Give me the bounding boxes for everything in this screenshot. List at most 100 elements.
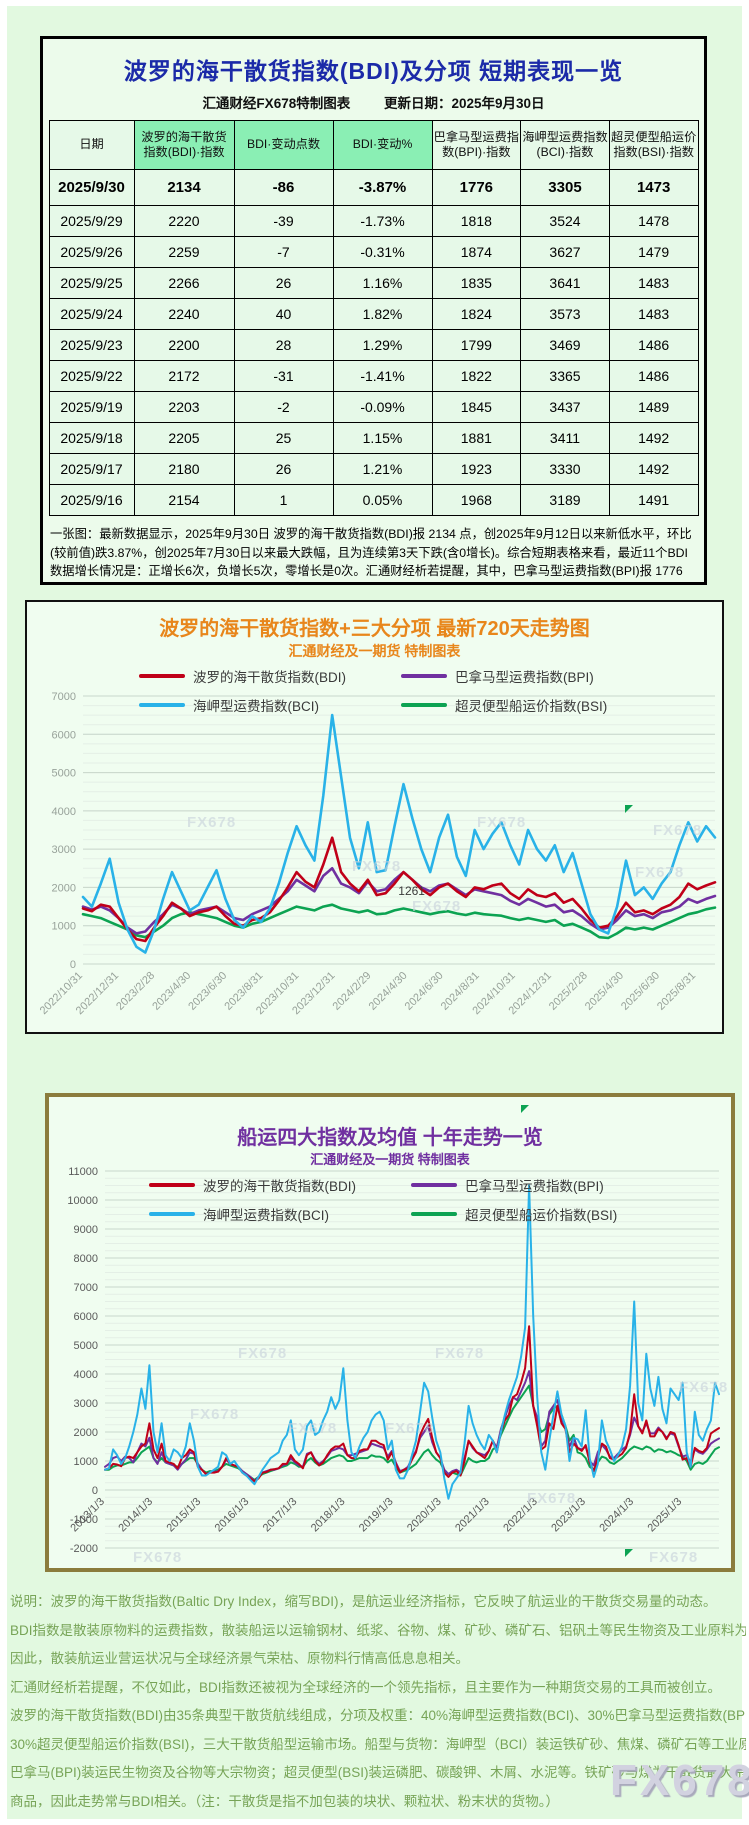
svg-text:4000: 4000: [52, 806, 76, 818]
table-cell: -7: [233, 236, 334, 268]
table-cell: -31: [233, 360, 334, 392]
update-date: 更新日期：2025年9月30日: [383, 96, 545, 111]
svg-text:2015/1/3: 2015/1/3: [165, 1496, 204, 1535]
table-cell: 1824: [431, 298, 522, 330]
svg-text:10000: 10000: [67, 1195, 98, 1207]
table-cell: 1: [233, 484, 334, 516]
table-cell: 2205: [133, 422, 235, 454]
column-header: 波罗的海干散货指数(BDI)·指数: [133, 120, 235, 170]
summary-paragraph: 一张图：最新数据显示，2025年9月30日 波罗的海干散货指数(BDI)报 21…: [50, 527, 692, 579]
fx678-brand-watermark: FX678: [610, 1756, 749, 1805]
legend-label-bsi: 超灵便型船运价指数(BSI): [465, 1208, 618, 1223]
table-cell: 28: [233, 329, 334, 361]
table-row: 2025/9/16 2154 1 0.05% 1968 3189 1491: [48, 484, 699, 516]
legend-label-bsi: 超灵便型船运价指数(BSI): [455, 699, 608, 714]
svg-text:2016/1/3: 2016/1/3: [213, 1496, 252, 1535]
table-cell: 3573: [520, 298, 610, 330]
svg-text:-2000: -2000: [70, 1543, 98, 1555]
bci-line-swatch: [139, 703, 185, 707]
table-cell: 1874: [431, 236, 522, 268]
table-cell: 2025/9/22: [48, 360, 135, 392]
bdi-short-term-panel: 波罗的海干散货指数(BDI)及分项 短期表现一览 汇通财经FX678特制图表 更…: [40, 36, 707, 585]
column-header: 日期: [48, 120, 135, 170]
table-cell: 3641: [520, 267, 610, 299]
table-row: 2025/9/22 2172 -31 -1.41% 1822 3365 1486: [48, 360, 699, 392]
bdi-line-swatch: [139, 674, 185, 678]
svg-text:1000: 1000: [52, 921, 76, 933]
table-cell: 1.16%: [332, 267, 433, 299]
table-cell: -1.73%: [332, 205, 433, 237]
column-header: 超灵便型船运价指数(BSI)·指数: [608, 120, 699, 170]
table-row: 2025/9/17 2180 26 1.21% 1923 3330 1492: [48, 453, 699, 485]
table-row: 2025/9/18 2205 25 1.15% 1881 3411 1492: [48, 422, 699, 454]
footer-notes: 说明：波罗的海干散货指数(Baltic Dry Index，缩写BDI)，是航运…: [10, 1588, 746, 1816]
table-cell: -2: [233, 391, 334, 423]
svg-text:2000: 2000: [52, 882, 76, 894]
legend-label-bpi: 巴拿马型运费指数(BPI): [465, 1179, 604, 1194]
panel-title: 波罗的海干散货指数(BDI)及分项 短期表现一览: [123, 58, 624, 84]
table-cell: 2259: [133, 236, 235, 268]
svg-text:6000: 6000: [74, 1311, 98, 1323]
table-cell: 1479: [608, 236, 699, 268]
bpi-line-swatch: [401, 674, 447, 678]
legend-item-bsi: 超灵便型船运价指数(BSI): [401, 695, 607, 715]
table-row: 2025/9/30 2134 -86 -3.87% 1776 3305 1473: [48, 169, 699, 206]
svg-text:5000: 5000: [74, 1340, 98, 1352]
svg-text:2024/2/29: 2024/2/29: [331, 970, 374, 1013]
legend-item-bdi: 波罗的海干散货指数(BDI): [139, 666, 401, 686]
table-header-row: 日期 波罗的海干散货指数(BDI)·指数 BDI·变动点数 BDI·变动% 巴拿马型运费…: [48, 120, 699, 170]
footer-line: 汇通财经析若提醒，不仅如此，BDI指数还被视为全球经济的一个领先指标，且主要作为…: [10, 1679, 722, 1695]
chart-legend: 波罗的海干散货指数(BDI) 巴拿马型运费指数(BPI) 海岬型运费指数(BCI…: [139, 666, 607, 715]
chart-canvas: -2000 -1000 0 1000 2000 3000 4000 5000 6000 7000 8…: [67, 1166, 720, 1555]
table-row: 2025/9/19 2203 -2 -0.09% 1845 3437 1489: [48, 391, 699, 423]
table-row: 2025/9/29 2220 -39 -1.73% 1818 3524 1478: [48, 205, 699, 237]
bsi-line-swatch: [401, 703, 447, 707]
legend-item-bci: 海岬型运费指数(BCI): [139, 695, 401, 715]
table-cell: 1923: [431, 453, 522, 485]
svg-text:3000: 3000: [52, 844, 76, 856]
legend-item-bpi: 巴拿马型运费指数(BPI): [401, 666, 607, 686]
table-cell: 1881: [431, 422, 522, 454]
svg-text:2021/1/3: 2021/1/3: [453, 1496, 492, 1535]
legend-item-bci: 海岬型运费指数(BCI): [149, 1204, 411, 1224]
table-cell: 40: [233, 298, 334, 330]
shipping-10year-chart: -2000 -1000 0 1000 2000 3000 4000 5000 6000 7000 8…: [45, 1093, 735, 1572]
column-header: 巴拿马型运费指数(BPI)·指数: [431, 120, 522, 170]
table-cell: 3411: [520, 422, 610, 454]
svg-text:2023/1/3: 2023/1/3: [549, 1496, 588, 1535]
stray-marker: [625, 805, 633, 813]
svg-text:2025/2/28: 2025/2/28: [547, 970, 590, 1013]
svg-text:2023/2/28: 2023/2/28: [114, 970, 157, 1013]
table-cell: 3627: [520, 236, 610, 268]
legend-label-bdi: 波罗的海干散货指数(BDI): [193, 670, 346, 685]
svg-text:1000: 1000: [74, 1456, 98, 1468]
table-cell: 2172: [133, 360, 235, 392]
svg-text:6000: 6000: [52, 729, 76, 741]
table-cell: -86: [233, 169, 334, 206]
table-cell: 1968: [431, 484, 522, 516]
table-cell: 1483: [608, 267, 699, 299]
table-cell: 26: [233, 453, 334, 485]
table-cell: 1.82%: [332, 298, 433, 330]
svg-text:1261: 1261: [398, 884, 425, 898]
table-cell: 2240: [133, 298, 235, 330]
table-cell: 2266: [133, 267, 235, 299]
table-cell: 2025/9/25: [48, 267, 135, 299]
svg-text:2022/1/3: 2022/1/3: [501, 1496, 540, 1535]
table-cell: 1486: [608, 360, 699, 392]
source-label: 汇通财经FX678特制图表: [202, 96, 351, 111]
chart-legend: 波罗的海干散货指数(BDI) 巴拿马型运费指数(BPI) 海岬型运费指数(BCI…: [149, 1175, 617, 1224]
bdi-line-swatch: [149, 1183, 195, 1187]
table-cell: 2025/9/17: [48, 453, 135, 485]
table-cell: 1492: [608, 422, 699, 454]
table-cell: -39: [233, 205, 334, 237]
svg-text:2025/4/30: 2025/4/30: [583, 970, 626, 1013]
svg-text:2014/1/3: 2014/1/3: [116, 1496, 155, 1535]
table-cell: 1491: [608, 484, 699, 516]
svg-text:9000: 9000: [74, 1224, 98, 1236]
table-cell: 1.29%: [332, 329, 433, 361]
legend-item-bsi: 超灵便型船运价指数(BSI): [411, 1204, 617, 1224]
legend-label-bci: 海岬型运费指数(BCI): [203, 1208, 329, 1223]
table-cell: 1818: [431, 205, 522, 237]
svg-text:4000: 4000: [74, 1369, 98, 1381]
